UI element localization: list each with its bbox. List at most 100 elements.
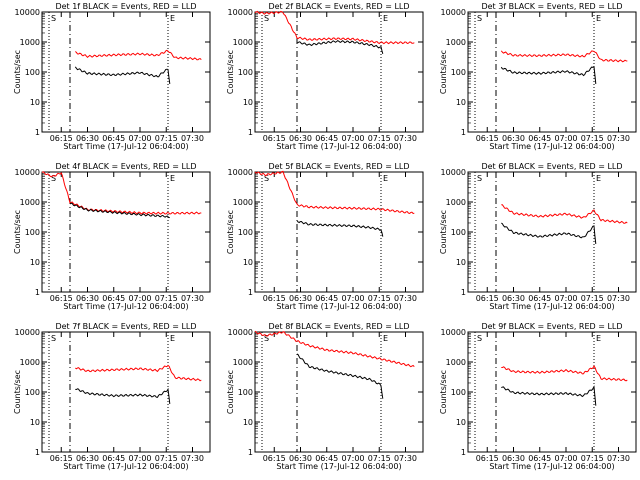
y-tick-label: 10: [243, 258, 253, 267]
series-line-lld: [41, 171, 202, 215]
y-tick-label: 100: [25, 68, 40, 77]
y-tick-label: 10000: [228, 168, 253, 177]
x-tick-label: 06:15: [263, 454, 286, 463]
y-tick-label: 10: [30, 418, 40, 427]
plot-frame: [41, 171, 211, 293]
x-tick-label: 06:15: [50, 134, 73, 143]
x-axis-label: Start Time (17-Jul-12 06:04:00): [489, 462, 614, 471]
x-axis-label: Start Time (17-Jul-12 06:04:00): [63, 142, 188, 151]
x-tick-label: 07:00: [341, 294, 364, 303]
start-marker-label: S: [264, 14, 269, 23]
x-tick-label: 07:30: [181, 294, 204, 303]
x-tick-label: 07:00: [128, 294, 151, 303]
x-tick-label: 06:30: [502, 294, 525, 303]
x-tick-label: 06:15: [263, 294, 286, 303]
y-tick-label: 1: [461, 128, 466, 137]
y-tick-label: 10: [456, 98, 466, 107]
y-tick-label: 100: [238, 68, 253, 77]
series-line-lld: [501, 204, 628, 224]
series-line-events: [296, 220, 384, 237]
panel-title: Det 8f BLACK = Events, RED = LLD: [268, 322, 409, 331]
x-tick-label: 06:45: [102, 134, 125, 143]
y-axis-label: Counts/sec: [439, 370, 448, 414]
panel-title: Det 1f BLACK = Events, RED = LLD: [55, 2, 196, 11]
x-tick-label: 07:30: [394, 134, 417, 143]
x-tick-label: 07:30: [607, 134, 630, 143]
x-tick-label: 07:00: [554, 454, 577, 463]
x-tick-label: 07:15: [368, 454, 391, 463]
detector-panel-2: Det 2f BLACK = Events, RED = LLD 1 10 100 10…: [226, 2, 424, 151]
panel-title: Det 4f BLACK = Events, RED = LLD: [55, 162, 196, 171]
end-marker-label: E: [170, 14, 175, 23]
y-tick-label: 10000: [228, 8, 253, 17]
series-line-lld: [500, 50, 628, 63]
series-line-events: [75, 387, 171, 404]
y-tick-label: 100: [451, 228, 466, 237]
plot-frame: [467, 171, 637, 293]
y-tick-label: 100: [25, 228, 40, 237]
x-tick-label: 07:15: [155, 134, 178, 143]
series-line-lld: [254, 10, 415, 45]
plot-frame: [254, 11, 424, 133]
x-tick-label: 06:45: [315, 294, 338, 303]
y-axis-label: Counts/sec: [226, 210, 235, 254]
series-line-events: [74, 66, 171, 84]
series-line-lld: [75, 364, 202, 382]
x-tick-label: 06:15: [263, 134, 286, 143]
y-tick-label: 10000: [228, 328, 253, 337]
detector-panel-3: Det 3f BLACK = Events, RED = LLD 1 10 100 10…: [439, 2, 637, 151]
x-tick-label: 07:00: [128, 454, 151, 463]
panel-title: Det 6f BLACK = Events, RED = LLD: [481, 162, 622, 171]
x-tick-label: 07:15: [155, 294, 178, 303]
x-tick-label: 06:30: [76, 294, 99, 303]
x-tick-label: 06:30: [502, 454, 525, 463]
x-tick-label: 06:30: [289, 454, 312, 463]
x-tick-label: 07:15: [368, 134, 391, 143]
x-tick-label: 06:45: [102, 454, 125, 463]
end-marker-label: E: [596, 174, 601, 183]
y-tick-label: 1000: [233, 198, 253, 207]
y-axis-label: Counts/sec: [13, 210, 22, 254]
x-tick-label: 06:45: [102, 294, 125, 303]
y-tick-label: 1: [461, 288, 466, 297]
detector-panel-8: Det 8f BLACK = Events, RED = LLD 1 10 100 10…: [226, 322, 424, 471]
series-line-events: [500, 65, 597, 84]
detector-panel-9: Det 9f BLACK = Events, RED = LLD 1 10 100 10…: [439, 322, 637, 471]
y-tick-label: 10000: [441, 8, 466, 17]
x-tick-label: 07:30: [394, 454, 417, 463]
panel-title: Det 9f BLACK = Events, RED = LLD: [481, 322, 622, 331]
start-marker-label: S: [51, 174, 56, 183]
y-tick-label: 1000: [446, 38, 466, 47]
panel-title: Det 2f BLACK = Events, RED = LLD: [268, 2, 409, 11]
x-axis-label: Start Time (17-Jul-12 06:04:00): [489, 142, 614, 151]
y-tick-label: 10000: [441, 168, 466, 177]
series-line-events: [296, 353, 384, 399]
x-tick-label: 06:15: [476, 134, 499, 143]
plot-frame: [467, 331, 637, 453]
y-tick-label: 1000: [233, 38, 253, 47]
y-tick-label: 10: [456, 258, 466, 267]
x-tick-label: 07:15: [581, 134, 604, 143]
x-tick-label: 06:45: [528, 294, 551, 303]
y-tick-label: 100: [451, 388, 466, 397]
y-tick-label: 1: [35, 128, 40, 137]
end-marker-label: E: [383, 14, 388, 23]
x-axis-label: Start Time (17-Jul-12 06:04:00): [63, 462, 188, 471]
x-tick-label: 06:45: [315, 454, 338, 463]
x-tick-label: 07:30: [181, 134, 204, 143]
end-marker-label: E: [596, 334, 601, 343]
x-tick-label: 06:15: [50, 294, 73, 303]
detector-panel-7: Det 7f BLACK = Events, RED = LLD 1 10 100 10…: [13, 322, 211, 471]
y-tick-label: 1: [248, 288, 253, 297]
series-line-events: [501, 222, 597, 244]
x-axis-label: Start Time (17-Jul-12 06:04:00): [489, 302, 614, 311]
detector-panel-6: Det 6f BLACK = Events, RED = LLD 1 10 100 10…: [439, 162, 637, 311]
x-tick-label: 07:00: [128, 134, 151, 143]
x-tick-label: 07:15: [581, 294, 604, 303]
x-tick-label: 07:00: [554, 134, 577, 143]
detector-panel-4: Det 4f BLACK = Events, RED = LLD 1 10 100 10…: [13, 162, 211, 311]
series-line-events: [501, 385, 597, 406]
y-axis-label: Counts/sec: [13, 370, 22, 414]
y-tick-label: 1000: [20, 198, 40, 207]
y-tick-label: 1000: [446, 358, 466, 367]
